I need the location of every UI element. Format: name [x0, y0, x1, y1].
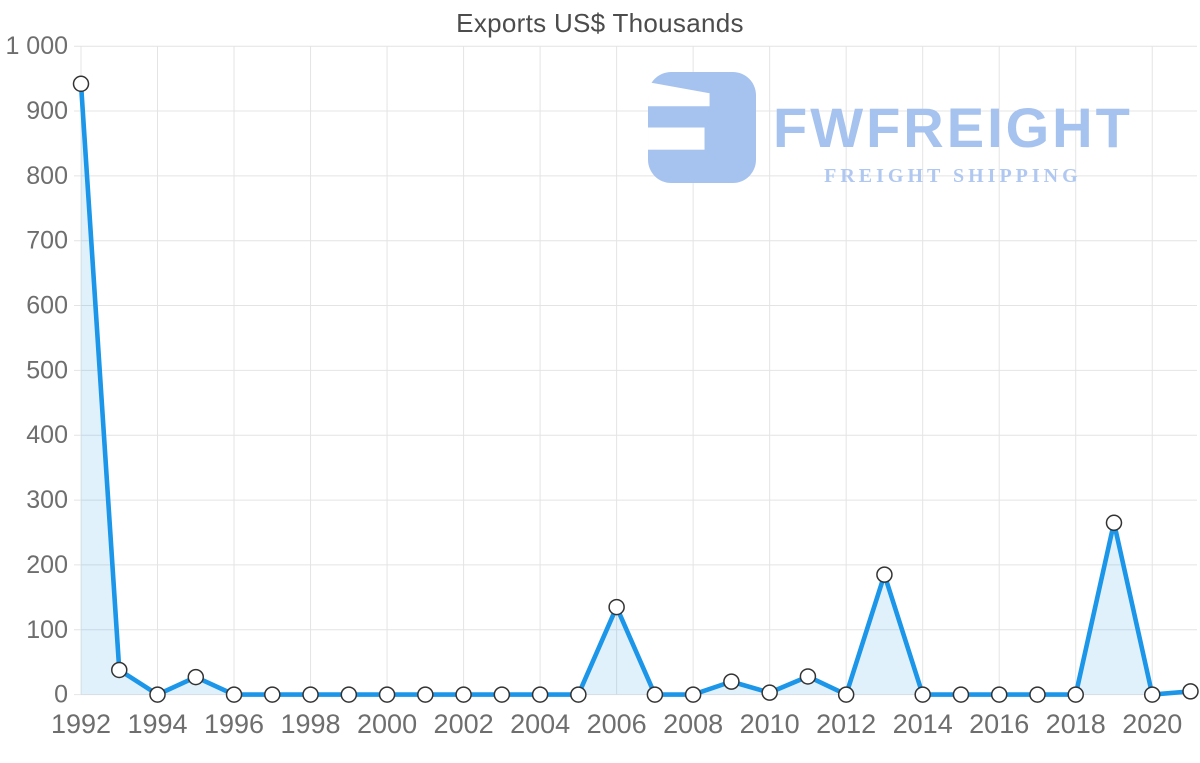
data-point-2002[interactable] — [455, 686, 472, 703]
data-point-2021[interactable] — [1182, 683, 1199, 700]
chart-title: Exports US$ Thousands — [456, 8, 744, 38]
y-axis-tick-label: 700 — [26, 227, 68, 255]
y-axis-tick-label: 800 — [26, 162, 68, 190]
y-axis-tick-label: 1 000 — [5, 32, 68, 60]
data-point-2015[interactable] — [952, 686, 970, 703]
x-axis-tick-label: 2014 — [893, 709, 953, 739]
data-point-2001[interactable] — [417, 686, 434, 703]
x-axis-tick-label: 2020 — [1122, 709, 1182, 739]
y-axis-tick-label: 200 — [26, 551, 68, 579]
x-axis-tick-label: 1994 — [127, 709, 187, 739]
data-point-2019[interactable] — [1105, 514, 1123, 532]
data-point-1996[interactable] — [225, 686, 243, 703]
data-point-2016[interactable] — [990, 686, 1008, 703]
data-point-2013[interactable] — [876, 566, 893, 583]
y-axis-tick-label: 100 — [26, 616, 68, 644]
x-axis-tick-label: 2012 — [816, 709, 876, 739]
y-axis-tick-label: 300 — [26, 486, 68, 514]
data-point-2008[interactable] — [684, 686, 702, 703]
x-axis-tick-label: 1992 — [51, 709, 111, 739]
data-point-2004[interactable] — [531, 686, 549, 703]
x-axis-tick-label: 2018 — [1046, 709, 1106, 739]
data-point-2005[interactable] — [570, 686, 587, 703]
x-axis-tick-label: 2008 — [663, 709, 723, 739]
data-point-1999[interactable] — [340, 686, 358, 703]
x-axis-tick-label: 1998 — [281, 709, 341, 739]
y-axis-tick-label: 900 — [26, 97, 68, 125]
x-axis-tick-label: 2010 — [740, 709, 800, 739]
data-point-2018[interactable] — [1067, 686, 1084, 703]
data-point-2003[interactable] — [493, 686, 511, 703]
data-point-1993[interactable] — [111, 661, 128, 679]
x-axis-tick-label: 2016 — [969, 709, 1029, 739]
data-point-2020[interactable] — [1143, 686, 1161, 703]
data-point-2009[interactable] — [723, 673, 740, 690]
x-axis-tick-label: 2006 — [587, 709, 647, 739]
data-point-2007[interactable] — [646, 686, 664, 703]
data-point-1998[interactable] — [302, 686, 319, 703]
x-axis-tick-label: 2004 — [510, 709, 570, 739]
x-axis-tick-label: 2002 — [434, 709, 494, 739]
data-point-1992[interactable] — [72, 75, 90, 93]
data-point-2017[interactable] — [1029, 686, 1046, 703]
x-axis-tick-label: 2000 — [357, 709, 417, 739]
data-point-2010[interactable] — [761, 684, 778, 701]
data-point-2000[interactable] — [378, 686, 396, 703]
data-point-2006[interactable] — [608, 598, 625, 616]
y-axis-tick-label: 400 — [26, 421, 68, 449]
x-axis-tick-label: 1996 — [204, 709, 264, 739]
data-point-2014[interactable] — [914, 686, 931, 703]
data-point-2011[interactable] — [799, 668, 817, 685]
data-point-1997[interactable] — [264, 686, 281, 703]
y-axis-tick-label: 500 — [26, 356, 68, 384]
data-point-1995[interactable] — [187, 668, 205, 686]
data-point-1994[interactable] — [149, 686, 166, 703]
data-point-2012[interactable] — [837, 686, 855, 703]
y-axis-tick-label: 0 — [54, 681, 68, 709]
y-axis-tick-label: 600 — [26, 292, 68, 320]
